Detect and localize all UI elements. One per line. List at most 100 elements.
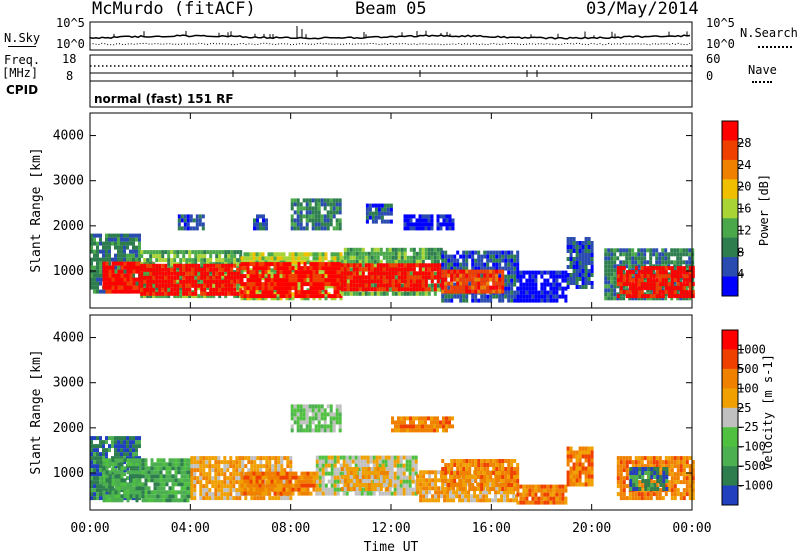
power-cell (389, 219, 393, 224)
velocity-cell (393, 487, 397, 492)
power-cell (365, 219, 369, 224)
velocity-cell (355, 487, 359, 491)
velocity-cell (378, 463, 382, 468)
power-cell (430, 259, 434, 264)
power-cell (525, 290, 529, 295)
power-cell (108, 249, 111, 254)
velocity-cell (105, 466, 109, 471)
velocity-cell (297, 487, 301, 492)
power-cell (391, 283, 395, 288)
power-cell (336, 286, 340, 291)
power-cell (555, 274, 559, 279)
velocity-cell (99, 496, 102, 501)
power-cell (164, 283, 168, 288)
velocity-cell (268, 464, 272, 469)
power-cell (427, 275, 431, 280)
velocity-cell (90, 440, 93, 445)
power-cell (406, 218, 410, 223)
power-cell (501, 266, 505, 271)
power-cell (510, 286, 514, 291)
power-cell (255, 286, 259, 291)
power-cell (189, 214, 193, 219)
power-cell (453, 269, 457, 274)
power-cell (628, 256, 632, 261)
power-cell (415, 218, 419, 223)
power-cell (311, 198, 315, 203)
power-cell (279, 278, 283, 283)
power-cell (314, 218, 318, 223)
velocity-cell (123, 458, 127, 463)
velocity-cell (220, 496, 224, 501)
velocity-cell (229, 488, 233, 493)
velocity-cell (132, 448, 135, 453)
power-cell (138, 289, 142, 294)
power-cell (430, 251, 434, 256)
power-cell (200, 278, 204, 283)
power-cell (501, 277, 505, 282)
power-cell (149, 254, 153, 259)
power-cell (525, 294, 529, 299)
power-cell (587, 257, 591, 261)
power-cell (120, 237, 123, 242)
velocity-cell (402, 479, 406, 484)
power-cell (445, 226, 449, 231)
power-cell (135, 233, 138, 238)
power-cell (522, 286, 526, 291)
power-cell (303, 296, 307, 301)
power-cell (340, 267, 344, 272)
power-cell (436, 214, 440, 219)
power-cell (634, 278, 638, 283)
power-cell (209, 267, 213, 272)
power-cell (676, 252, 680, 257)
power-cell (462, 289, 466, 294)
power-cell (679, 266, 683, 271)
velocity-cell (180, 474, 184, 479)
power-cell (333, 270, 337, 275)
velocity-cell (262, 496, 266, 501)
power-cell (474, 258, 478, 263)
power-cell (314, 222, 318, 227)
power-cell (370, 291, 374, 296)
power-cell (209, 283, 213, 288)
velocity-cell (306, 471, 310, 476)
power-cell (346, 255, 350, 260)
power-cell (315, 262, 319, 267)
velocity-cell (196, 464, 200, 469)
power-cell (152, 282, 156, 287)
power-cell (326, 202, 330, 207)
power-cell (218, 294, 222, 299)
power-cell (218, 283, 222, 288)
power-cell (230, 279, 234, 284)
velocity-cell (183, 486, 187, 491)
power-cell (513, 298, 517, 303)
velocity-cell (111, 482, 115, 487)
power-cell (338, 202, 342, 207)
power-cell (239, 287, 243, 292)
power-cell (510, 278, 514, 283)
power-cell (430, 263, 434, 268)
power-cell (161, 275, 165, 280)
velocity-cell (217, 468, 221, 473)
power-cell (543, 286, 547, 291)
velocity-cell (93, 480, 96, 485)
power-cell (578, 257, 582, 261)
velocity-cell (336, 479, 340, 484)
power-cell (236, 282, 240, 287)
power-cell (391, 291, 395, 296)
power-cell (182, 254, 186, 259)
power-cell (365, 207, 369, 212)
power-cell (391, 251, 395, 256)
power-cell (424, 214, 428, 219)
power-cell (243, 252, 247, 257)
velocity-cell (147, 466, 151, 471)
power-cell (273, 286, 277, 291)
velocity-cell (360, 491, 364, 496)
freq-tick-bottom: 8 (66, 69, 74, 83)
velocity-cell (177, 458, 181, 463)
velocity-cell (235, 460, 239, 465)
velocity-cell (193, 476, 197, 481)
power-cell (246, 294, 250, 299)
power-cell (619, 252, 623, 257)
velocity-cell (102, 482, 106, 487)
velocity-cell (264, 491, 268, 496)
